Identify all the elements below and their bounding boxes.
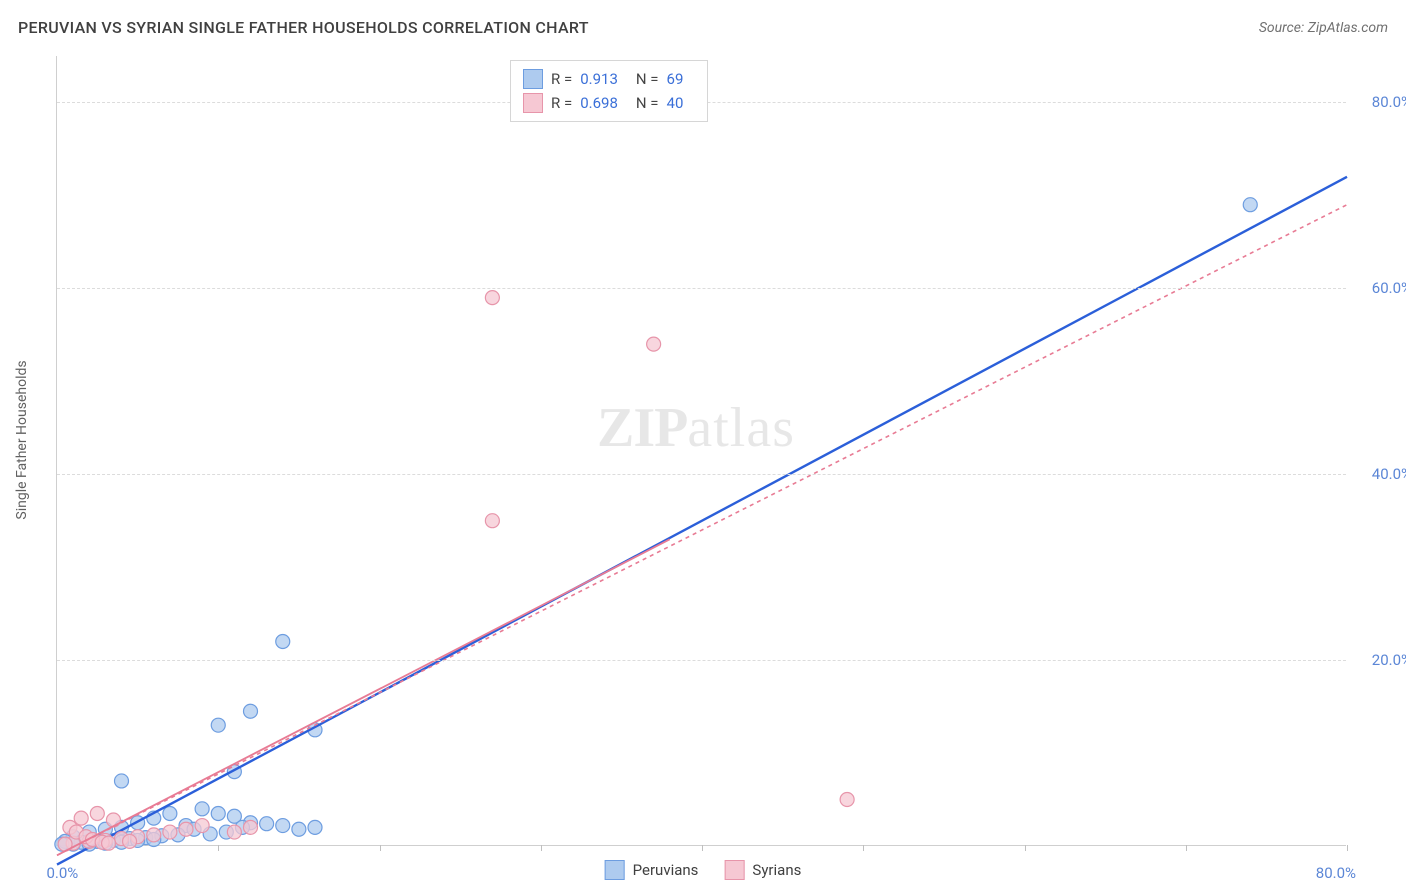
scatter-point [211,718,225,732]
y-tick-label: 60.0% [1372,279,1406,297]
grid-line-h [57,288,1346,289]
n-label: N = [636,94,659,112]
scatter-point [308,820,322,834]
scatter-point [244,820,258,834]
chart-header: PERUVIAN VS SYRIAN SINGLE FATHER HOUSEHO… [18,18,1388,37]
r-label: R = [551,94,572,112]
y-tick-label: 80.0% [1372,93,1406,111]
source-prefix: Source: [1259,20,1308,36]
scatter-point [276,819,290,833]
grid-line-h [57,474,1346,475]
stats-legend-row: R = 0.913 N = 69 [523,67,693,91]
r-value: 0.698 [580,94,618,112]
scatter-point [90,806,104,820]
scatter-point [163,806,177,820]
scatter-point [840,793,854,807]
plot-area: ZIPatlas 20.0%40.0%60.0%80.0% [56,56,1346,846]
r-label: R = [551,70,572,88]
x-tick [1025,845,1026,851]
scatter-point [244,704,258,718]
scatter-point [227,825,241,839]
legend-label: Syrians [752,861,801,879]
scatter-point [647,337,661,351]
scatter-point [485,514,499,528]
chart-source: Source: ZipAtlas.com [1259,20,1388,36]
stats-legend-row: R = 0.698 N = 40 [523,91,693,115]
scatter-point [147,828,161,842]
legend-label: Peruvians [633,861,699,879]
scatter-point [115,774,129,788]
legend-item: Syrians [724,860,801,880]
scatter-point [1243,198,1257,212]
x-tick [863,845,864,851]
legend-swatch [605,860,625,880]
scatter-point [276,635,290,649]
scatter-point [195,802,209,816]
scatter-point [260,817,274,831]
scatter-point [485,291,499,305]
x-tick [541,845,542,851]
n-value: 40 [667,94,684,112]
trend-line [57,177,1347,865]
scatter-point [163,825,177,839]
x-origin-label: 0.0% [46,864,78,882]
r-value: 0.913 [580,70,618,88]
scatter-point [102,836,116,850]
y-tick-label: 20.0% [1372,651,1406,669]
scatter-point [106,813,120,827]
y-axis-label: Single Father Households [14,360,30,519]
legend-item: Peruvians [605,860,699,880]
series-legend: Peruvians Syrians [605,860,802,880]
trend-line [57,539,670,855]
n-value: 69 [667,70,684,88]
legend-swatch [523,69,543,89]
grid-line-h [57,660,1346,661]
x-tick [218,845,219,851]
x-tick [380,845,381,851]
chart-svg [57,56,1346,845]
scatter-point [123,834,137,848]
x-tick [1347,845,1348,851]
source-name: ZipAtlas.com [1308,20,1388,36]
stats-legend: R = 0.913 N = 69 R = 0.698 N = 40 [510,60,708,122]
x-tick [1186,845,1187,851]
scatter-point [211,806,225,820]
scatter-point [195,819,209,833]
legend-swatch [724,860,744,880]
scatter-point [74,811,88,825]
scatter-point [292,822,306,836]
trend-line [57,205,1347,856]
n-label: N = [636,70,659,88]
x-end-label: 80.0% [1316,864,1356,882]
chart-title: PERUVIAN VS SYRIAN SINGLE FATHER HOUSEHO… [18,18,589,37]
x-tick [702,845,703,851]
y-tick-label: 40.0% [1372,465,1406,483]
scatter-point [179,822,193,836]
legend-swatch [523,93,543,113]
